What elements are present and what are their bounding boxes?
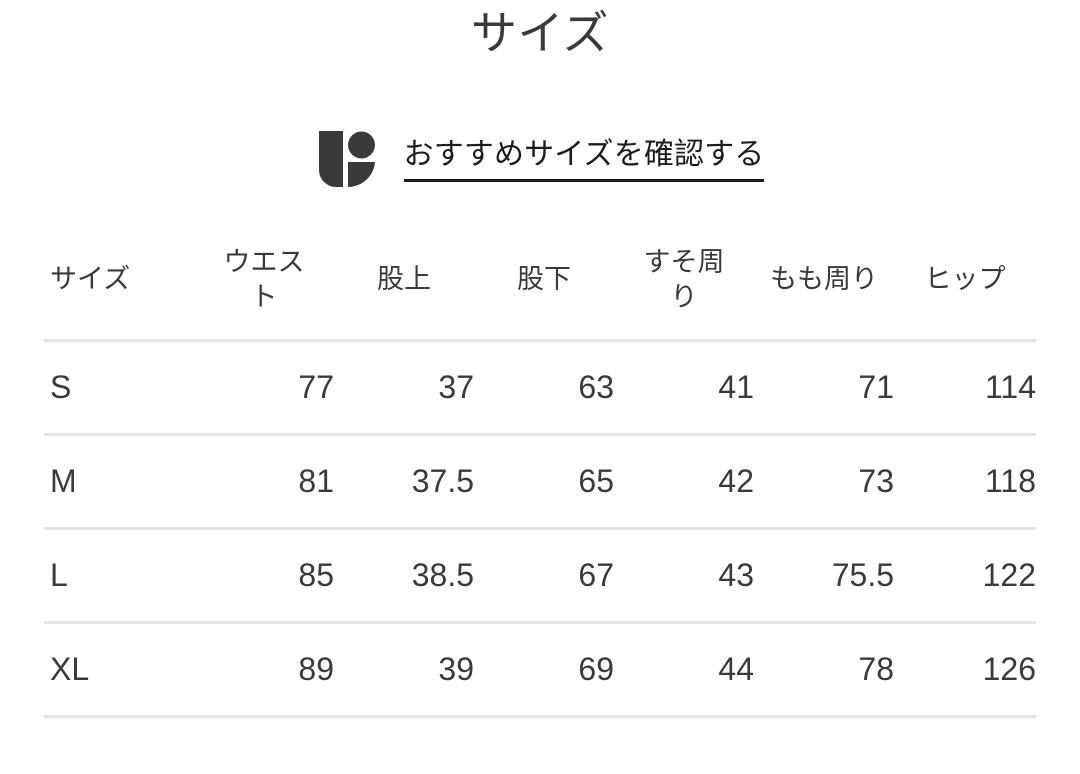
size-table: サイズ ウエスト 股上 股下 すそ周り もも周り ヒップ S 77 37 63 … xyxy=(44,221,1036,715)
cell-rise: 39 xyxy=(438,651,474,688)
cell-waist: 81 xyxy=(298,463,334,500)
column-header-thigh: もも周り xyxy=(770,264,878,295)
cell-inseam: 63 xyxy=(578,369,614,406)
cell-hem: 44 xyxy=(718,651,754,688)
cell-waist: 77 xyxy=(298,369,334,406)
column-header-inseam: 股下 xyxy=(517,264,571,295)
size-table-container: サイズ ウエスト 股上 股下 すそ周り もも周り ヒップ S 77 37 63 … xyxy=(0,221,1080,715)
cell-hem: 42 xyxy=(718,463,754,500)
cell-thigh: 71 xyxy=(858,369,894,406)
table-bottom-divider xyxy=(44,715,1036,719)
cell-inseam: 65 xyxy=(578,463,614,500)
column-header-hem: すそ周り xyxy=(614,221,754,341)
cell-hip: 122 xyxy=(982,557,1036,594)
cell-waist: 85 xyxy=(298,557,334,594)
cell-hip: 118 xyxy=(984,463,1036,500)
cell-inseam: 67 xyxy=(578,557,614,594)
cell-waist: 89 xyxy=(298,651,334,688)
column-header-size: サイズ xyxy=(50,264,131,295)
page-title: サイズ xyxy=(471,7,609,59)
cell-size: XL xyxy=(50,651,90,688)
size-table-header: サイズ ウエスト 股上 股下 すそ周り もも周り ヒップ xyxy=(44,221,1036,341)
table-row: L 85 38.5 67 43 75.5 122 xyxy=(44,528,1036,623)
column-header-rise: 股上 xyxy=(377,264,431,295)
cell-size: L xyxy=(50,557,68,594)
table-row: M 81 37.5 65 42 73 118 xyxy=(44,434,1036,529)
size-table-body: S 77 37 63 41 71 114 M 81 37.5 65 42 73 … xyxy=(44,340,1036,716)
cell-rise: 37 xyxy=(438,369,474,406)
cell-hip: 114 xyxy=(984,369,1036,406)
recommend-size-row: おすすめサイズを確認する xyxy=(0,123,1080,195)
cell-hip: 126 xyxy=(982,651,1036,688)
column-header-hip: ヒップ xyxy=(924,264,1006,295)
cell-rise: 37.5 xyxy=(411,463,474,500)
uniqlo-u-mark-icon xyxy=(316,128,378,190)
cell-thigh: 73 xyxy=(858,463,894,500)
cell-rise: 38.5 xyxy=(411,557,474,594)
cell-hem: 41 xyxy=(718,369,754,406)
check-recommended-size-link[interactable]: おすすめサイズを確認する xyxy=(403,136,765,183)
cell-size: M xyxy=(50,463,77,500)
column-header-hem-label: すそ周り xyxy=(643,246,725,313)
table-header-row: サイズ ウエスト 股上 股下 すそ周り もも周り ヒップ xyxy=(44,221,1036,341)
cell-hem: 43 xyxy=(718,557,754,594)
cell-thigh: 75.5 xyxy=(831,557,894,594)
table-row: XL 89 39 69 44 78 126 xyxy=(44,622,1036,716)
column-header-waist-label: ウエスト xyxy=(223,246,305,313)
column-header-waist: ウエスト xyxy=(194,221,334,341)
cell-inseam: 69 xyxy=(578,651,614,688)
table-row: S 77 37 63 41 71 114 xyxy=(44,340,1036,435)
cell-thigh: 78 xyxy=(858,651,894,688)
cell-size: S xyxy=(50,369,72,406)
